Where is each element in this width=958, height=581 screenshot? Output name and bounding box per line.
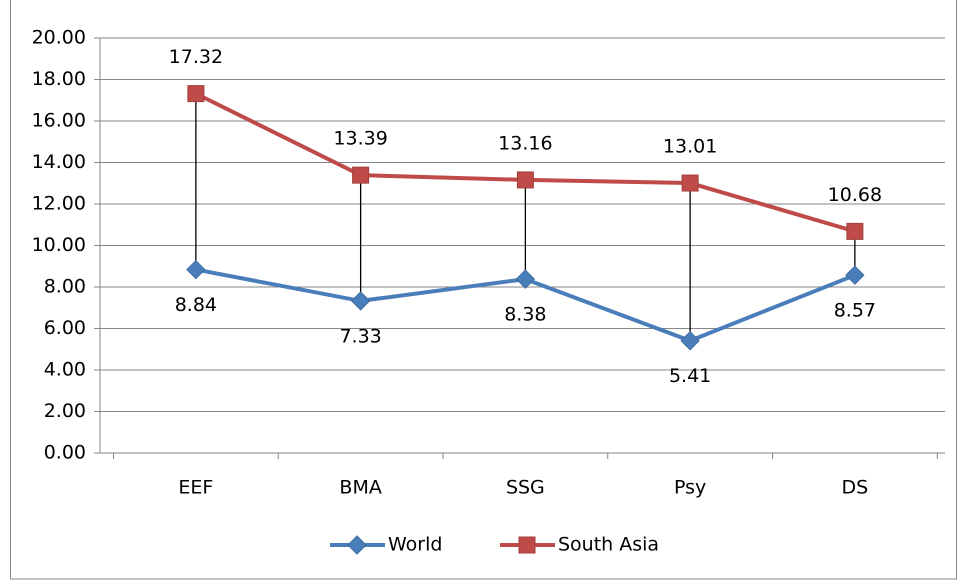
data-label: 8.84	[175, 294, 217, 316]
marker	[352, 166, 370, 184]
chart-frame	[10, 0, 957, 580]
marker	[516, 171, 534, 189]
y-tick-label: 18.00	[32, 68, 86, 90]
data-label: 8.57	[834, 300, 876, 322]
data-label: 13.16	[498, 132, 552, 154]
data-label: 17.32	[169, 46, 223, 68]
y-tick-label: 4.00	[44, 359, 86, 381]
y-tick-label: 0.00	[44, 442, 86, 464]
y-tick-label: 8.00	[44, 276, 86, 298]
marker	[518, 536, 536, 554]
x-tick-label: DS	[842, 477, 869, 499]
marker	[515, 269, 536, 289]
data-label: 10.68	[828, 184, 882, 206]
y-tick-label: 10.00	[32, 234, 86, 256]
legend-label: South Asia	[558, 534, 659, 556]
y-tick-label: 16.00	[32, 110, 86, 132]
marker	[845, 265, 865, 285]
marker	[680, 331, 700, 351]
x-tick-label: BMA	[339, 477, 381, 499]
y-tick-label: 12.00	[32, 193, 86, 215]
data-label: 5.41	[669, 365, 711, 387]
marker	[186, 259, 206, 280]
x-tick-label: EEF	[178, 477, 213, 499]
legend-label: World	[388, 534, 442, 556]
marker	[846, 222, 864, 240]
x-tick-label: SSG	[506, 477, 545, 499]
marker	[350, 291, 371, 311]
data-label: 7.33	[339, 325, 381, 347]
marker	[347, 535, 367, 555]
data-label: 13.01	[663, 136, 717, 158]
y-tick-label: 14.00	[32, 151, 86, 173]
data-label: 13.39	[333, 128, 387, 150]
y-tick-label: 2.00	[44, 400, 86, 422]
y-tick-label: 20.00	[32, 27, 86, 49]
marker	[187, 85, 205, 103]
data-label: 8.38	[504, 304, 546, 326]
marker	[681, 174, 699, 192]
y-tick-label: 6.00	[44, 317, 86, 339]
x-tick-label: Psy	[674, 477, 706, 499]
